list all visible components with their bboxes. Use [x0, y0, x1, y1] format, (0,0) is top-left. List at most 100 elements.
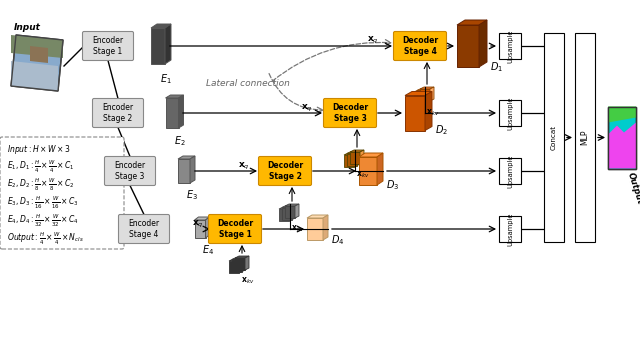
Polygon shape	[190, 156, 195, 183]
Bar	[499, 33, 521, 59]
Text: $E_2$: $E_2$	[174, 134, 186, 148]
Text: MLP: MLP	[580, 130, 589, 145]
Polygon shape	[424, 90, 428, 104]
Text: $E_3$: $E_3$	[186, 188, 198, 202]
Polygon shape	[245, 256, 249, 270]
Bar	[499, 100, 521, 126]
Polygon shape	[347, 151, 361, 153]
Polygon shape	[229, 259, 243, 261]
Bar	[499, 216, 521, 242]
Polygon shape	[360, 150, 364, 164]
Polygon shape	[166, 98, 179, 128]
Polygon shape	[285, 204, 299, 206]
Polygon shape	[425, 91, 432, 131]
Polygon shape	[377, 153, 383, 185]
Text: Encoder
Stage 2: Encoder Stage 2	[102, 103, 134, 123]
Text: Input: Input	[14, 23, 41, 32]
Text: $E_2, D_2: \frac{H}{8} \times \frac{W}{8} \times C_2$: $E_2, D_2: \frac{H}{8} \times \frac{W}{8…	[7, 177, 75, 193]
Polygon shape	[405, 91, 432, 95]
Polygon shape	[350, 150, 364, 152]
Polygon shape	[235, 258, 245, 270]
Polygon shape	[608, 122, 636, 168]
Text: Upsample: Upsample	[507, 96, 513, 130]
Polygon shape	[282, 206, 296, 208]
Polygon shape	[427, 89, 431, 103]
Polygon shape	[359, 157, 377, 185]
Polygon shape	[179, 95, 184, 128]
Text: $\mathbf{x}_{kv}$: $\mathbf{x}_{kv}$	[241, 276, 255, 286]
Polygon shape	[608, 106, 636, 168]
Polygon shape	[178, 159, 190, 183]
Polygon shape	[289, 207, 293, 221]
Polygon shape	[344, 153, 358, 155]
FancyBboxPatch shape	[394, 31, 447, 60]
Polygon shape	[232, 257, 246, 260]
Polygon shape	[279, 207, 293, 209]
Polygon shape	[295, 204, 299, 218]
FancyBboxPatch shape	[118, 214, 170, 243]
Text: $D_3$: $D_3$	[386, 178, 399, 192]
Polygon shape	[165, 24, 171, 64]
Text: $E_4, D_4: \frac{H}{32} \times \frac{W}{32} \times C_4$: $E_4, D_4: \frac{H}{32} \times \frac{W}{…	[7, 213, 79, 229]
Polygon shape	[457, 20, 487, 25]
Polygon shape	[350, 152, 360, 164]
Polygon shape	[347, 153, 357, 165]
Text: Decoder
Stage 2: Decoder Stage 2	[267, 161, 303, 181]
Polygon shape	[30, 46, 48, 63]
Bar	[575, 33, 595, 242]
Polygon shape	[354, 153, 358, 167]
Polygon shape	[11, 35, 63, 58]
Polygon shape	[242, 257, 246, 271]
Text: $D_2$: $D_2$	[435, 123, 448, 137]
Polygon shape	[11, 35, 63, 91]
FancyBboxPatch shape	[209, 214, 262, 243]
Polygon shape	[11, 61, 58, 91]
Text: Encoder
Stage 1: Encoder Stage 1	[92, 36, 124, 56]
Text: Upsample: Upsample	[507, 29, 513, 63]
Polygon shape	[417, 89, 431, 90]
Text: $Output: \frac{H}{4} \times \frac{W}{4} \times N_{cls}$: $Output: \frac{H}{4} \times \frac{W}{4} …	[7, 231, 84, 247]
Polygon shape	[430, 87, 434, 101]
Polygon shape	[195, 217, 209, 220]
FancyBboxPatch shape	[104, 157, 156, 186]
Polygon shape	[166, 95, 184, 98]
Text: $D_4$: $D_4$	[331, 233, 344, 247]
Text: $\mathbf{x}_{kv}$: $\mathbf{x}_{kv}$	[291, 224, 305, 235]
FancyBboxPatch shape	[83, 31, 134, 60]
Text: Lateral connection: Lateral connection	[206, 78, 290, 88]
Polygon shape	[232, 260, 242, 271]
Polygon shape	[417, 90, 427, 103]
Polygon shape	[239, 259, 243, 273]
Text: $\mathbf{x}_{kv}$: $\mathbf{x}_{kv}$	[426, 107, 440, 118]
FancyBboxPatch shape	[93, 99, 143, 128]
FancyBboxPatch shape	[0, 137, 124, 249]
Polygon shape	[292, 206, 296, 220]
Text: $\mathbf{x}_q$: $\mathbf{x}_q$	[367, 35, 379, 46]
Polygon shape	[414, 92, 424, 104]
Text: $E_3, D_3: \frac{H}{16} \times \frac{W}{16} \times C_3$: $E_3, D_3: \frac{H}{16} \times \frac{W}{…	[7, 195, 79, 211]
Polygon shape	[282, 208, 292, 220]
FancyBboxPatch shape	[323, 99, 376, 128]
Polygon shape	[359, 153, 383, 157]
Polygon shape	[323, 215, 328, 240]
Bar	[544, 33, 564, 242]
Polygon shape	[229, 261, 239, 273]
Text: $\mathbf{x}_q$: $\mathbf{x}_q$	[238, 160, 250, 172]
Text: $E_1, D_1: \frac{H}{4} \times \frac{W}{4} \times C_1$: $E_1, D_1: \frac{H}{4} \times \frac{W}{4…	[7, 159, 74, 175]
Text: $Input: H \times W \times 3$: $Input: H \times W \times 3$	[7, 143, 70, 155]
Polygon shape	[307, 218, 323, 240]
Text: Upsample: Upsample	[507, 212, 513, 246]
Polygon shape	[195, 220, 205, 238]
Polygon shape	[235, 256, 249, 258]
Polygon shape	[457, 25, 479, 67]
Text: $E_4$: $E_4$	[202, 243, 214, 257]
Polygon shape	[307, 215, 328, 218]
Text: Encoder
Stage 4: Encoder Stage 4	[129, 219, 159, 239]
Polygon shape	[608, 106, 636, 122]
Text: Decoder
Stage 4: Decoder Stage 4	[402, 36, 438, 56]
Text: $\mathbf{x}_q$: $\mathbf{x}_q$	[192, 218, 204, 229]
Text: $D_1$: $D_1$	[490, 60, 503, 74]
Polygon shape	[178, 156, 195, 159]
Text: $\mathbf{x}_q$: $\mathbf{x}_q$	[301, 102, 313, 114]
Text: Concat: Concat	[551, 125, 557, 150]
